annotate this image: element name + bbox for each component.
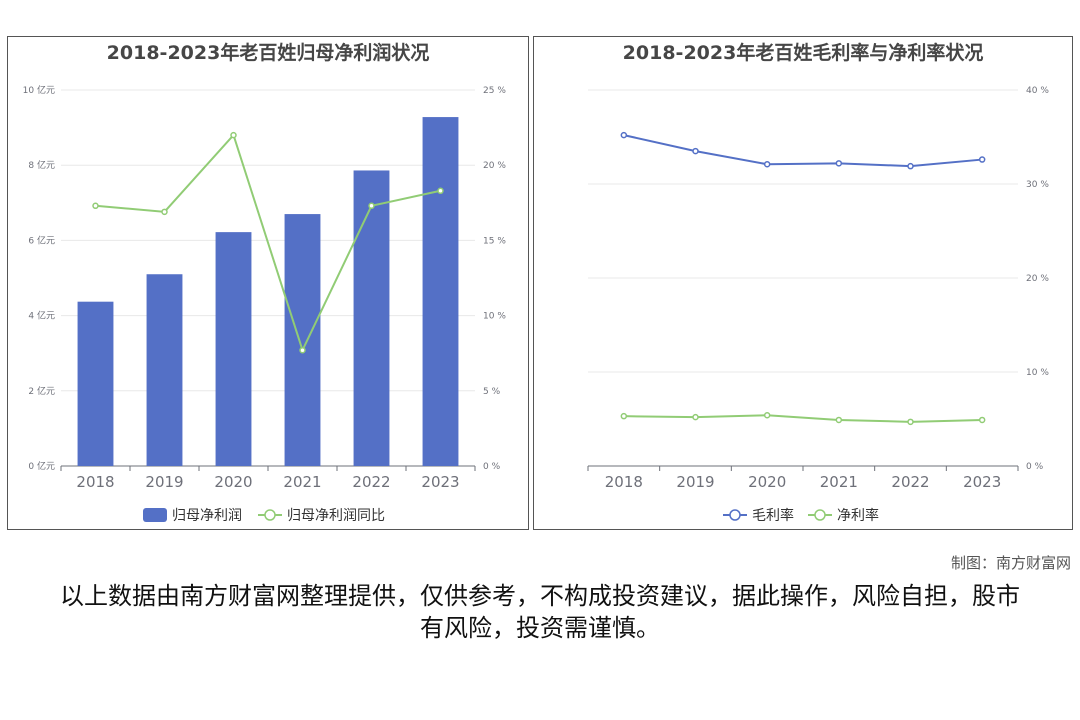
series-line	[95, 133, 441, 353]
legend-marker	[729, 509, 741, 521]
legend-label: 净利率	[837, 507, 879, 524]
bar	[284, 214, 321, 466]
y-right-tick-label: 0 %	[483, 462, 501, 472]
y-right-tick-label: 25 %	[483, 86, 506, 96]
bar	[77, 301, 114, 466]
bar	[146, 274, 183, 466]
chart-credit: 制图：南方财富网	[950, 554, 1071, 572]
net-profit-chart-svg: 2018-2023年老百姓归母净利润状况 0 % 5 % 10 % 15 % 20 % 25…	[23, 41, 507, 524]
bar	[215, 232, 252, 466]
x-tick-label: 2020	[748, 473, 786, 491]
y-right-tick-label: 10 %	[483, 312, 506, 322]
y-left-tick-label: 10 亿元	[23, 84, 55, 96]
data-point	[692, 413, 699, 421]
y-right-tick-label: 20 %	[483, 161, 506, 171]
data-point	[161, 208, 168, 216]
x-tick-label: 2023	[963, 473, 1001, 491]
x-tick-label: 2021	[283, 473, 321, 491]
x-tick-label: 2019	[676, 473, 714, 491]
legend-label: 归母净利润同比	[287, 507, 385, 524]
y-right-tick-label: 15 %	[483, 236, 506, 246]
y-right-tick-label: 5 %	[483, 387, 501, 397]
y-right-tick-label: 0 %	[1026, 462, 1044, 472]
data-point	[92, 202, 99, 210]
y-left-tick-label: 4 亿元	[28, 310, 55, 322]
margin-chart-svg: 2018-2023年老百姓毛利率与净利率状况 0 % 10 % 20 % 30 % 40 …	[587, 41, 1049, 524]
data-point	[978, 156, 986, 163]
data-point	[692, 147, 699, 155]
data-point	[907, 162, 914, 170]
disclaimer-text: 以上数据由南方财富网整理提供，仅供参考，不构成投资建议，据此操作，风险自担，股市…	[60, 582, 1020, 642]
y-right-tick-label: 40 %	[1026, 86, 1049, 96]
data-point	[437, 187, 444, 195]
y-left-tick-label: 2 亿元	[28, 385, 55, 397]
data-point	[763, 411, 771, 419]
margin-chart: 2018-2023年老百姓毛利率与净利率状况 0 % 10 % 20 % 30 % 40 …	[533, 36, 1073, 530]
x-tick-label: 2019	[145, 473, 183, 491]
data-point	[907, 418, 914, 426]
data-point	[368, 202, 375, 210]
data-point	[835, 416, 843, 424]
y-right-tick-label: 20 %	[1026, 274, 1049, 284]
legend-swatch	[143, 508, 167, 522]
chart-title: 2018-2023年老百姓毛利率与净利率状况	[623, 41, 984, 64]
y-right-tick-label: 10 %	[1026, 368, 1049, 378]
legend-label: 归母净利润	[172, 507, 242, 524]
y-left-tick-label: 8 亿元	[28, 159, 55, 171]
x-tick-label: 2022	[352, 473, 390, 491]
legend-marker	[814, 509, 826, 521]
x-tick-label: 2022	[891, 473, 929, 491]
x-tick-label: 2021	[820, 473, 858, 491]
x-tick-label: 2018	[605, 473, 643, 491]
y-left-tick-label: 6 亿元	[28, 234, 55, 246]
net-profit-chart: 2018-2023年老百姓归母净利润状况 0 % 5 % 10 % 15 % 20 % 25…	[7, 36, 529, 530]
x-tick-label: 2020	[214, 473, 252, 491]
series-line	[623, 134, 983, 168]
data-point	[763, 161, 771, 168]
data-point	[299, 346, 306, 354]
x-tick-label: 2018	[76, 473, 114, 491]
chart-title: 2018-2023年老百姓归母净利润状况	[107, 41, 430, 64]
data-point	[978, 416, 986, 424]
data-point	[620, 131, 628, 139]
legend-label: 毛利率	[752, 507, 794, 524]
series-line	[623, 414, 983, 423]
data-point	[835, 160, 843, 167]
bar	[422, 117, 459, 467]
y-right-tick-label: 30 %	[1026, 180, 1049, 190]
bar	[353, 170, 390, 467]
data-point	[620, 412, 628, 420]
legend-marker	[264, 509, 276, 521]
x-tick-label: 2023	[421, 473, 459, 491]
y-left-tick-label: 0 亿元	[28, 460, 55, 472]
data-point	[230, 131, 237, 139]
